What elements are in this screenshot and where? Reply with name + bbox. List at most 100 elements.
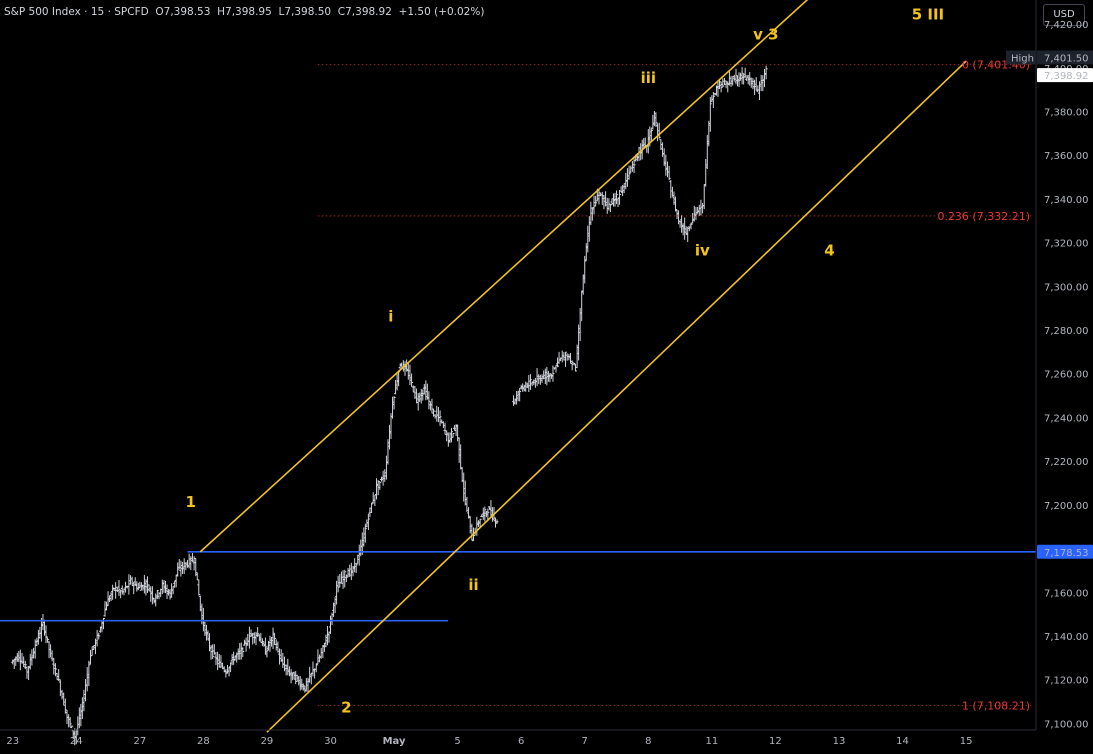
channel-lower-line	[266, 60, 967, 733]
ohlc-bar	[373, 494, 377, 507]
ohlc-bar	[604, 191, 608, 207]
ohlc-bar	[354, 563, 358, 573]
time-tick-label: May	[383, 736, 406, 747]
ohlc-bar	[467, 507, 471, 519]
ohlc-bar	[311, 661, 315, 677]
time-tick-label: 29	[261, 736, 274, 747]
ohlc-bar	[573, 363, 577, 372]
ohlc-bar	[446, 432, 450, 447]
ohlc-bar	[753, 79, 757, 95]
ohlc-bar	[97, 632, 101, 640]
ohlc-bar	[450, 427, 454, 443]
ohlc-bar	[46, 637, 50, 643]
ohlc-bar	[478, 518, 482, 528]
ohlc-bar	[87, 660, 91, 687]
ohlc-bar	[366, 513, 370, 531]
wave-label: iii	[641, 69, 656, 87]
ohlc-bars	[11, 65, 768, 746]
ohlc-bar	[538, 374, 542, 385]
ohlc-bar	[256, 627, 260, 637]
ohlc-bar	[93, 638, 97, 655]
close-label: C	[337, 6, 346, 18]
ohlc-bar	[630, 160, 634, 172]
price-label-value: 7,401.50	[1044, 53, 1089, 64]
ohlc-bar	[129, 575, 133, 585]
ohlc-bar	[572, 362, 576, 365]
ohlc-bar	[583, 255, 587, 284]
price-tick-label: 7,300.00	[1044, 282, 1089, 293]
ohlc-bar	[592, 195, 596, 215]
ohlc-bar	[669, 179, 673, 199]
ohlc-bar	[438, 410, 442, 427]
price-tick-label: 7,220.00	[1044, 457, 1089, 468]
ohlc-bar	[551, 365, 555, 382]
time-tick-label: 15	[960, 736, 973, 747]
ohlc-bar	[150, 586, 154, 605]
time-tick-label: 27	[133, 736, 146, 747]
ohlc-bar	[187, 553, 191, 569]
drawings	[0, 0, 1036, 733]
ohlc-bar	[318, 654, 322, 663]
ohlc-bar	[316, 649, 320, 665]
ohlc-bar	[28, 653, 32, 670]
ohlc-bar	[762, 68, 766, 88]
ohlc-bar	[114, 582, 118, 599]
ohlc-bar	[721, 78, 725, 88]
price-axis[interactable]: 7,420.007,400.007,380.007,360.007,340.00…	[1006, 20, 1093, 730]
ohlc-bar	[415, 388, 419, 404]
ohlc-bar	[378, 481, 382, 490]
ohlc-bar	[89, 649, 93, 665]
ohlc-bar	[600, 191, 604, 205]
ohlc-bar	[376, 480, 380, 496]
ohlc-bar	[562, 352, 566, 361]
ohlc-bar	[764, 65, 768, 80]
ohlc-bar	[440, 419, 444, 424]
time-tick-label: 14	[896, 736, 909, 747]
ohlc-bar	[314, 663, 318, 673]
ohlc-bar	[371, 492, 375, 504]
time-tick-label: 6	[518, 736, 524, 747]
ohlc-bar	[242, 639, 246, 646]
ohlc-bar	[247, 626, 251, 649]
data-source: SPCFD	[114, 6, 149, 18]
wave-label: ii	[468, 576, 478, 594]
symbol-name[interactable]: S&P 500 Index	[4, 6, 81, 18]
ohlc-bar	[58, 679, 62, 697]
ohlc-bar	[740, 67, 744, 85]
time-tick-label: 13	[833, 736, 846, 747]
currency-button[interactable]: USD	[1043, 4, 1085, 26]
ohlc-bar	[115, 587, 119, 593]
price-tick-label: 7,340.00	[1044, 195, 1089, 206]
ohlc-bar	[475, 516, 479, 536]
ohlc-bar	[667, 165, 671, 181]
ohlc-bar	[119, 589, 123, 599]
ohlc-bar	[68, 717, 72, 727]
ohlc-bar	[649, 127, 653, 142]
ohlc-bar	[189, 556, 193, 571]
ohlc-bar	[696, 207, 700, 214]
ohlc-bar	[691, 213, 695, 224]
ohlc-bar	[348, 564, 352, 577]
ohlc-bar	[251, 632, 255, 645]
ohlc-bar	[702, 183, 706, 210]
interval[interactable]: 15	[90, 6, 105, 18]
ohlc-bar	[664, 154, 668, 176]
price-tick-label: 7,320.00	[1044, 239, 1089, 250]
ohlc-bar	[127, 574, 131, 595]
ohlc-bar	[436, 407, 440, 423]
price-tick-label: 7,360.00	[1044, 151, 1089, 162]
ohlc-bar	[117, 580, 121, 596]
price-tick-label: 7,260.00	[1044, 370, 1089, 381]
ohlc-bar	[392, 396, 396, 410]
price-label-value: 7,178.53	[1044, 548, 1089, 559]
ohlc-bar	[564, 351, 568, 367]
low-label: L	[278, 6, 285, 18]
price-tick-label: 7,100.00	[1044, 719, 1089, 730]
ohlc-bar	[761, 75, 765, 92]
time-axis[interactable]: 23 24 27 28 29 30 May 5 6 7 8 11 12 13 14 15	[6, 736, 972, 747]
ohlc-bar	[435, 405, 439, 422]
ohlc-bar	[673, 196, 677, 212]
ohlc-bar	[155, 589, 159, 600]
wave-label: 2	[341, 699, 351, 717]
